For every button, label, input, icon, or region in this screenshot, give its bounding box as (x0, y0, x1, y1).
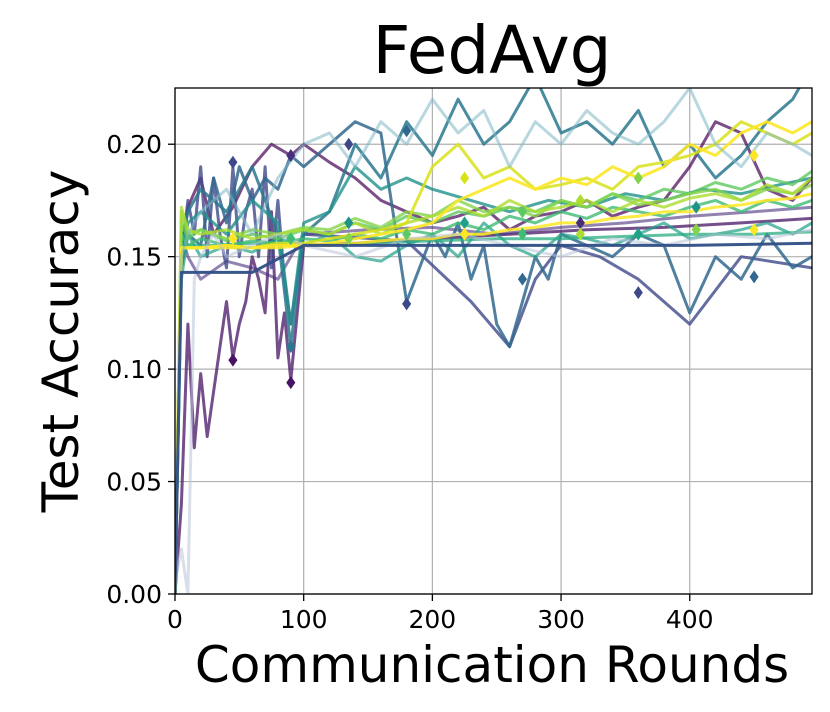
x-axis-label: Communication Rounds (195, 636, 789, 694)
series-marker (286, 232, 296, 246)
x-tick-label: 400 (666, 605, 714, 634)
series-marker (459, 216, 470, 230)
series-marker (633, 171, 643, 185)
series-marker (633, 227, 643, 241)
series-marker (749, 223, 759, 237)
series-line-run-13 (175, 176, 812, 594)
grid (174, 88, 812, 595)
series-markers (228, 124, 759, 390)
series-line-run-08 (175, 221, 812, 594)
series-marker (691, 200, 701, 214)
series-lines (175, 88, 812, 594)
series-marker (575, 227, 585, 241)
series-marker (344, 232, 354, 246)
x-tick-label: 300 (537, 605, 585, 634)
series-line-run-17 (175, 228, 812, 594)
series-line-run-11 (175, 169, 812, 594)
series-line-run-16 (175, 192, 812, 594)
series-line-run-18 (175, 88, 812, 594)
series-marker (402, 297, 412, 311)
x-tick-label: 200 (409, 605, 457, 634)
series-marker (517, 205, 528, 219)
y-tick-label: 0.00 (106, 580, 162, 609)
series-marker (228, 353, 238, 367)
series-marker (575, 193, 585, 207)
y-tick-label: 0.10 (106, 355, 162, 384)
series-marker (286, 148, 296, 162)
series-marker (402, 227, 412, 241)
series-marker (749, 148, 759, 162)
axes: 0 100 200 300 400 0.00 0.05 0.10 0.15 0.20 (106, 87, 813, 634)
series-marker (459, 171, 470, 185)
y-tick-label: 0.05 (106, 468, 162, 497)
series-marker (344, 137, 354, 151)
series-line-run-15 (175, 120, 812, 585)
series-marker (575, 216, 585, 230)
series-marker (459, 227, 470, 241)
series-line-run-04 (175, 165, 812, 594)
series-marker (402, 124, 412, 138)
series-marker (286, 340, 296, 354)
y-tick-label: 0.15 (106, 243, 162, 272)
series-marker (691, 223, 701, 237)
series-marker (517, 227, 528, 241)
series-marker (517, 272, 528, 286)
y-tick-label: 0.20 (106, 130, 162, 159)
y-axis-label: Test Accuracy (32, 170, 90, 514)
series-line-run-10 (175, 198, 812, 594)
x-tick-label: 0 (167, 605, 183, 634)
x-tick-label: 100 (280, 605, 328, 634)
series-marker (286, 376, 296, 390)
plot-frame (174, 87, 813, 595)
series-marker (633, 286, 643, 300)
series-marker (228, 232, 238, 246)
series-marker (749, 270, 759, 284)
series-marker (228, 155, 238, 169)
series-line-run-02 (175, 210, 812, 594)
series-line-run-06 (175, 88, 801, 594)
chart-title: FedAvg (372, 12, 611, 89)
series-line-run-19 (175, 241, 812, 594)
series-line-run-09 (175, 230, 812, 594)
series-marker (344, 216, 354, 230)
